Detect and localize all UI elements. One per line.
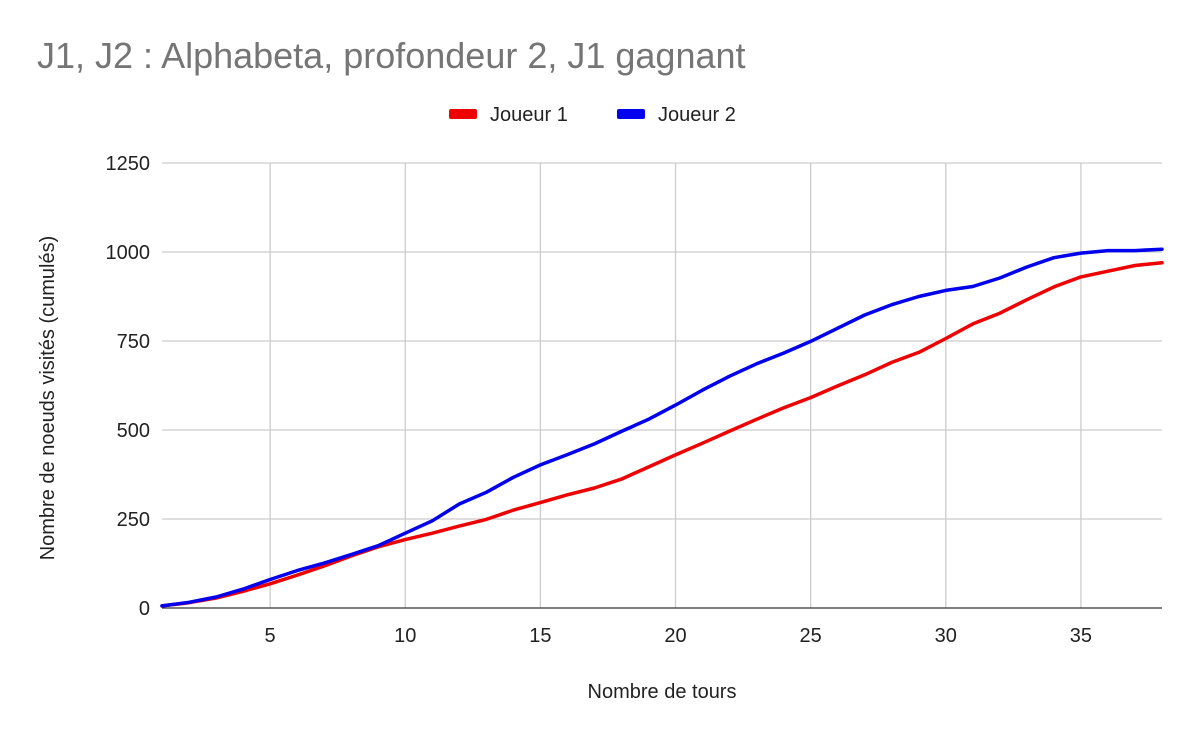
y-axis-title: Nombre de noeuds visités (cumulés)	[37, 236, 59, 561]
legend-label-joueur-2: Joueur 2	[658, 104, 736, 126]
x-tick-label-25: 25	[800, 625, 822, 647]
x-tick-label-10: 10	[394, 625, 416, 647]
legend-swatch-joueur-2	[617, 109, 645, 119]
legend: Joueur 1 Joueur 2	[449, 104, 736, 126]
x-tick-label-15: 15	[529, 625, 551, 647]
y-tick-label-750: 750	[117, 331, 150, 353]
x-axis-title: Nombre de tours	[588, 681, 737, 703]
vertical-gridlines	[269, 163, 1082, 608]
x-axis-tick-labels: 5 10 15 20 25 30 35	[265, 625, 1092, 647]
y-tick-label-1000: 1000	[106, 242, 151, 264]
x-tick-label-30: 30	[935, 625, 957, 647]
series-line-joueur-2	[160, 247, 1164, 608]
y-tick-label-500: 500	[117, 420, 150, 442]
legend-label-joueur-1: Joueur 1	[490, 104, 568, 126]
x-tick-label-20: 20	[664, 625, 686, 647]
series-lines	[160, 247, 1164, 608]
legend-swatch-joueur-1	[449, 109, 477, 119]
y-tick-label-0: 0	[139, 598, 150, 620]
y-tick-label-1250: 1250	[106, 153, 151, 175]
series-line-joueur-1	[160, 260, 1164, 608]
x-tick-label-35: 35	[1070, 625, 1092, 647]
y-tick-label-250: 250	[117, 509, 150, 531]
horizontal-gridlines	[162, 162, 1162, 609]
x-tick-label-5: 5	[265, 625, 276, 647]
chart-title: J1, J2 : Alphabeta, profondeur 2, J1 gag…	[37, 35, 746, 76]
y-axis-tick-labels: 0 250 500 750 1000 1250	[106, 153, 151, 620]
